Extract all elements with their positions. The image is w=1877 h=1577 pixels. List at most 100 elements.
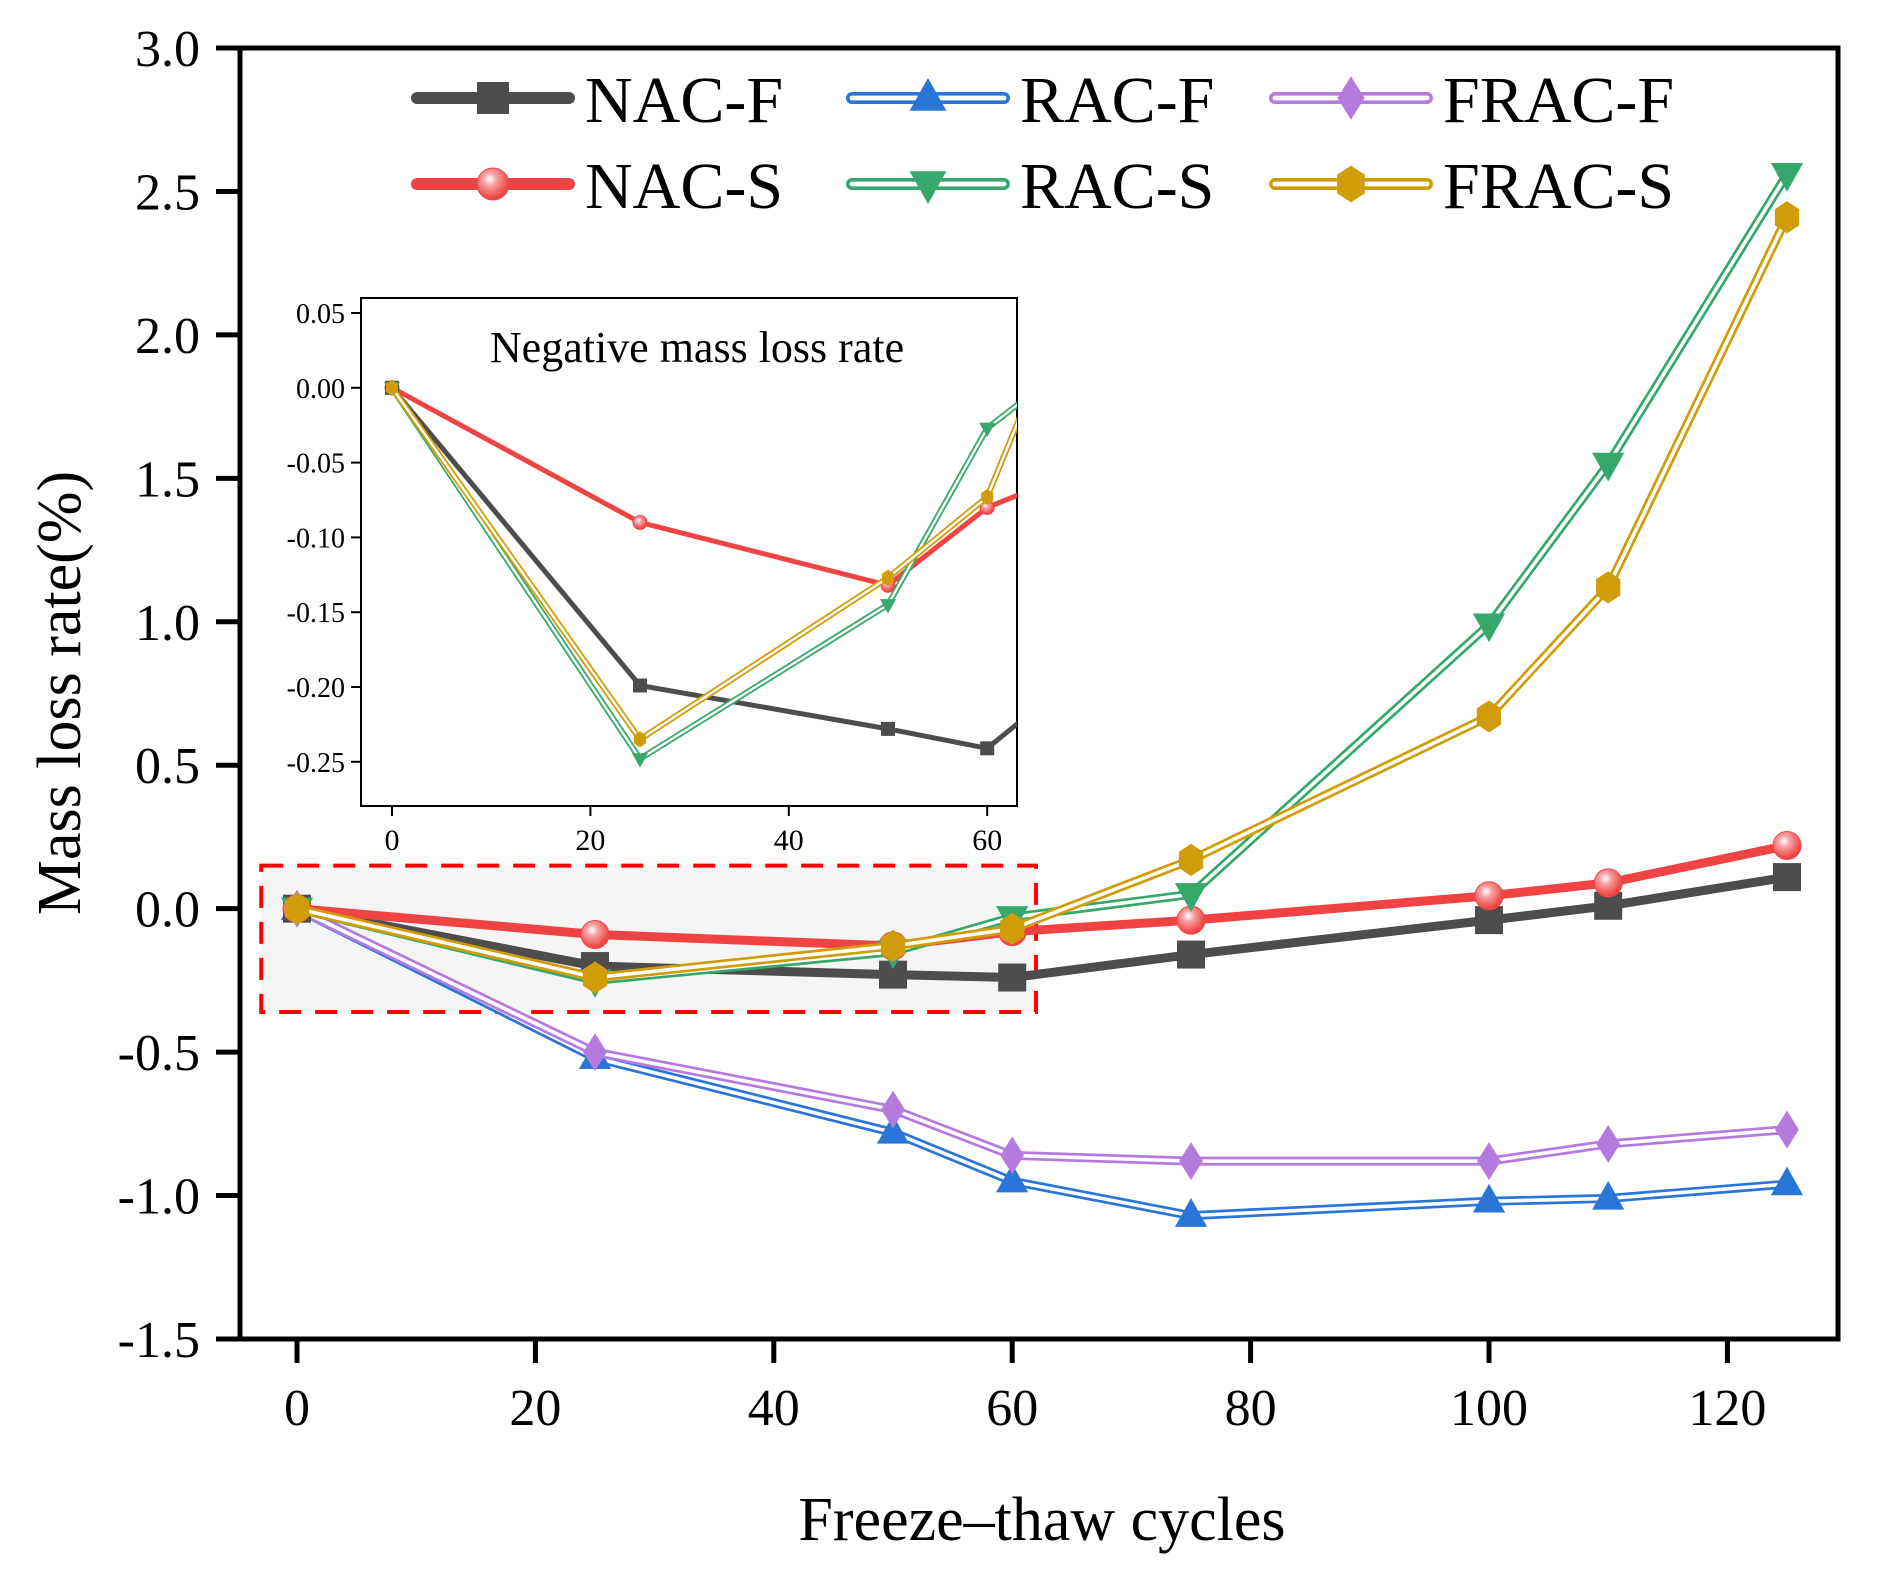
legend-item-nac-f: NAC-F	[411, 64, 783, 137]
point-frac-s-50	[880, 929, 906, 963]
legend-label-frac-f: FRAC-F	[1443, 64, 1674, 137]
point-rac-f-125	[1770, 1166, 1804, 1196]
legend-item-frac-s: FRAC-S	[1269, 150, 1674, 223]
point-nac-f-60	[998, 963, 1027, 992]
legend-label-frac-s: FRAC-S	[1443, 150, 1674, 223]
series-frac-f	[285, 889, 1799, 1181]
inset-series-frac-s	[385, 379, 1017, 748]
point-frac-s-100	[1476, 700, 1502, 733]
legend-marker-rac-s	[909, 171, 947, 204]
point-rac-s-100	[1472, 613, 1506, 643]
point-nac-f-100	[1475, 906, 1503, 935]
point-frac-s-25	[582, 961, 608, 994]
legend-label-nac-f: NAC-F	[585, 64, 783, 137]
line-frac-f-inner	[295, 906, 1789, 1163]
inset-frame	[360, 297, 1018, 807]
legend-item-frac-f: FRAC-F	[1269, 64, 1674, 137]
inset-y-tick-label: -0.15	[287, 598, 345, 629]
inset-x-tick-label: 40	[774, 824, 804, 857]
inset-point-frac-s-60	[981, 488, 994, 506]
legend-marker-frac-f	[1337, 76, 1365, 120]
series-frac-s	[284, 201, 1800, 994]
x-tick-label: 100	[1450, 1380, 1528, 1437]
legend: NAC-F RAC-F FRAC-F NAC-S RAC-S FRAC-S	[411, 64, 1674, 223]
main-axis-ticks: 0 20 40 60 80 100 120 -1.5 -1.0 -0.5 0.0 0.5 1.0 1.5 2…	[118, 21, 1767, 1437]
point-nac-s-125	[1772, 831, 1802, 861]
x-tick-label: 40	[748, 1380, 800, 1437]
y-tick-label: -1.5	[118, 1312, 200, 1369]
legend-marker-frac-s	[1337, 165, 1365, 203]
legend-label-nac-s: NAC-S	[585, 150, 783, 223]
inset-y-tick-label: 0.05	[296, 299, 345, 330]
point-nac-s-110	[1593, 868, 1623, 898]
point-nac-f-75	[1177, 940, 1205, 969]
inset-axis-ticks: 0 20 40 60 0.05 0.00 -0.05 -0.10 -0.15 -0.20 -0.25	[287, 299, 1003, 857]
inset-x-tick-label: 20	[575, 824, 605, 857]
line-nac-s	[292, 841, 1792, 951]
series-rac-f	[280, 891, 1804, 1227]
y-tick-label: 2.5	[135, 164, 200, 221]
legend-marker-nac-s	[476, 167, 510, 201]
legend-marker-nac-f	[477, 82, 509, 114]
point-frac-f-60	[1000, 1136, 1025, 1175]
point-frac-f-100	[1477, 1142, 1501, 1181]
inset-title: Negative mass loss rate	[490, 323, 904, 372]
inset-point-rac-s-50	[879, 599, 897, 614]
point-frac-f-50	[881, 1090, 905, 1129]
line-frac-s-inner	[295, 215, 1789, 980]
inset-x-tick-label: 0	[385, 824, 400, 857]
y-tick-label: 1.5	[135, 451, 200, 508]
inset-point-nac-s-25	[632, 514, 648, 530]
point-rac-f-110	[1592, 1180, 1625, 1210]
inset-point-rac-s-25	[631, 753, 649, 768]
x-tick-label: 80	[1225, 1380, 1277, 1437]
point-frac-f-110	[1596, 1125, 1621, 1163]
inset-y-tick-label: -0.05	[287, 449, 345, 480]
x-tick-label: 60	[986, 1380, 1038, 1437]
point-rac-f-75	[1174, 1198, 1208, 1227]
point-rac-s-110	[1592, 452, 1625, 482]
main-series-group	[280, 163, 1804, 1227]
x-tick-label: 20	[509, 1380, 561, 1437]
y-tick-label: 2.0	[135, 308, 200, 365]
inset-point-frac-s-50	[881, 569, 895, 586]
legend-label-rac-s: RAC-S	[1020, 150, 1214, 223]
y-tick-label: 3.0	[135, 21, 200, 78]
point-frac-s-60	[1000, 912, 1025, 945]
point-frac-s-110	[1596, 571, 1621, 604]
inset-point-nac-f-25	[633, 678, 647, 693]
plot-frame	[237, 45, 1841, 1342]
point-nac-s-25	[580, 919, 610, 949]
inset-y-tick-label: -0.25	[287, 748, 345, 779]
inset-point-frac-s-25	[633, 731, 647, 748]
legend-item-rac-f: RAC-F	[846, 64, 1214, 137]
inset-series-group	[383, 379, 1017, 768]
inset-x-tick-label: 60	[972, 824, 1002, 857]
legend-label-rac-f: RAC-F	[1020, 64, 1214, 137]
point-rac-s-75	[1174, 883, 1208, 912]
inset-point-rac-s-60	[979, 422, 996, 437]
point-rac-s-125	[1770, 163, 1804, 192]
y-axis-label: Mass loss rate(%)	[26, 471, 94, 915]
inset-chart: Negative mass loss rate 0 20 40 60 0.05 0.00 -…	[287, 297, 1018, 857]
inset-point-nac-f-50	[881, 721, 895, 736]
y-tick-label: -0.5	[118, 1025, 200, 1082]
y-tick-label: 0.0	[135, 882, 200, 939]
point-rac-f-50	[876, 1114, 910, 1144]
y-tick-label: 0.5	[135, 738, 200, 795]
legend-marker-rac-f	[909, 78, 947, 111]
point-frac-f-25	[583, 1033, 607, 1072]
line-rac-f-inner	[295, 906, 1789, 1218]
y-tick-label: -1.0	[118, 1169, 200, 1226]
point-frac-s-0	[284, 892, 310, 925]
point-frac-f-125	[1775, 1110, 1799, 1149]
legend-item-nac-s: NAC-S	[411, 150, 783, 223]
x-tick-label: 0	[284, 1380, 310, 1437]
point-rac-f-60	[996, 1163, 1029, 1193]
line-nac-f	[292, 872, 1792, 983]
inset-y-tick-label: -0.10	[287, 523, 345, 554]
point-frac-f-75	[1179, 1142, 1203, 1181]
x-tick-label: 120	[1688, 1380, 1766, 1437]
point-rac-f-100	[1472, 1183, 1506, 1213]
